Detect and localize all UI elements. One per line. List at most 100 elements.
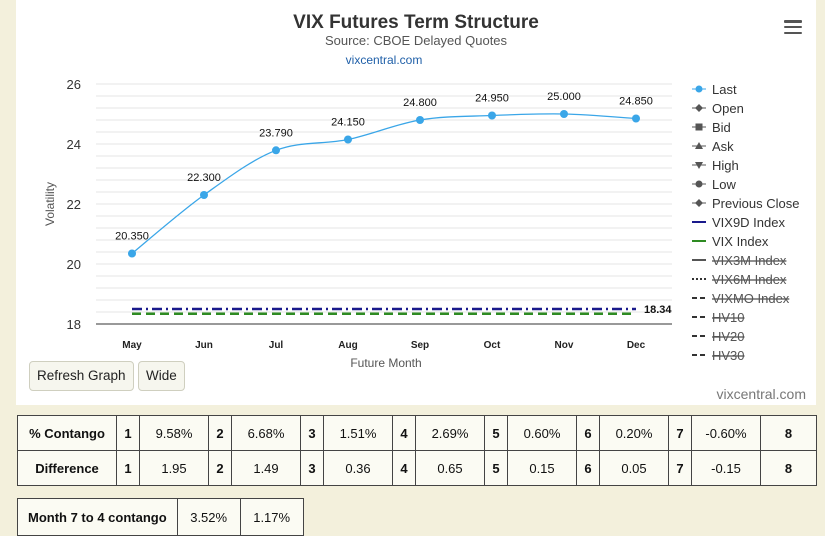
legend-item[interactable]: VIXMO Index	[712, 291, 790, 306]
month74-label: Month 7 to 4 contango	[17, 498, 178, 536]
source-link[interactable]: vixcentral.com	[346, 53, 423, 67]
table-row: Month 7 to 4 contango 3.52% 1.17%	[17, 498, 304, 536]
legend-item[interactable]: VIX9D Index	[712, 215, 785, 230]
legend-marker-icon	[695, 123, 703, 131]
legend-item[interactable]: VIX3M Index	[712, 253, 787, 268]
last-point	[416, 116, 424, 124]
row-label: Difference	[17, 450, 117, 486]
contango-value: 0.60%	[507, 415, 577, 451]
contango-value: 1.49	[231, 450, 301, 486]
chart-title: VIX Futures Term Structure	[293, 12, 539, 33]
data-label: 24.850	[619, 96, 653, 108]
x-axis-label: Future Month	[350, 356, 421, 370]
x-tick-label: Jun	[195, 340, 213, 351]
month-index: 2	[208, 450, 232, 486]
data-label: 24.150	[331, 117, 365, 129]
last-point	[632, 114, 640, 123]
month-index: 8	[760, 415, 817, 451]
month-index: 7	[668, 450, 692, 486]
month-index: 5	[484, 415, 508, 451]
row-label: % Contango	[17, 415, 117, 451]
data-label: 23.790	[259, 127, 293, 139]
contango-value: -0.60%	[691, 415, 761, 451]
month-index: 5	[484, 450, 508, 486]
contango-value: 2.69%	[415, 415, 485, 451]
contango-value: -0.15	[691, 450, 761, 486]
last-point	[272, 146, 280, 155]
data-label: 22.300	[187, 172, 221, 184]
x-tick-label: Jul	[269, 340, 284, 351]
legend-marker-icon	[695, 85, 703, 93]
refresh-graph-button[interactable]: Refresh Graph	[29, 361, 134, 391]
data-label: 24.800	[403, 97, 437, 109]
legend-item[interactable]: Low	[712, 177, 736, 192]
table-row: Difference 1 1.95 2 1.49 3 0.36 4 0.65 5 0.15 6 0.05…	[17, 450, 817, 486]
legend-item[interactable]: High	[712, 158, 739, 173]
last-point	[488, 111, 496, 120]
chart-menu-icon[interactable]	[784, 20, 802, 35]
legend-item[interactable]: Bid	[712, 120, 731, 135]
legend-marker-icon	[695, 104, 703, 112]
vix-index-value-label: 18.34	[644, 304, 672, 316]
y-tick-label: 20	[67, 257, 81, 272]
month-index: 6	[576, 450, 600, 486]
y-tick-label: 22	[67, 197, 81, 212]
legend-marker-icon	[695, 199, 703, 207]
chart-panel: VIX Futures Term Structure Source: CBOE D…	[16, 0, 816, 405]
legend-item[interactable]: Open	[712, 101, 744, 116]
legend-item[interactable]: VIX Index	[712, 234, 769, 249]
x-tick-label: May	[122, 340, 142, 351]
contango-value: 0.20%	[599, 415, 669, 451]
month-7-to-4-table: Month 7 to 4 contango 3.52% 1.17%	[17, 498, 304, 536]
month-index: 3	[300, 450, 324, 486]
contango-value: 0.15	[507, 450, 577, 486]
x-tick-label: Dec	[627, 340, 646, 351]
x-tick-label: Sep	[411, 340, 429, 351]
legend-item[interactable]: HV10	[712, 310, 745, 325]
table-row: % Contango 1 9.58% 2 6.68% 3 1.51% 4 2.69% 5 0.60%…	[17, 415, 817, 451]
y-tick-label: 18	[67, 317, 81, 332]
y-tick-label: 24	[67, 137, 81, 152]
contango-value: 0.36	[323, 450, 393, 486]
month-index: 8	[760, 450, 817, 486]
month-index: 1	[116, 415, 140, 451]
legend-marker-icon	[695, 180, 703, 188]
chart-subtitle: Source: CBOE Delayed Quotes	[325, 33, 508, 48]
x-tick-label: Aug	[338, 340, 357, 351]
x-tick-label: Nov	[555, 340, 574, 351]
contango-value: 1.51%	[323, 415, 393, 451]
contango-value: 9.58%	[139, 415, 209, 451]
wide-button[interactable]: Wide	[138, 361, 185, 391]
last-point	[128, 249, 136, 258]
month-index: 2	[208, 415, 232, 451]
legend-item[interactable]: VIX6M Index	[712, 272, 787, 287]
legend-item[interactable]: Previous Close	[712, 196, 799, 211]
month74-value-1: 3.52%	[176, 498, 241, 536]
contango-value: 1.95	[139, 450, 209, 486]
month-index: 4	[392, 415, 416, 451]
legend-item[interactable]: HV30	[712, 348, 745, 363]
chart-credit[interactable]: vixcentral.com	[716, 386, 806, 402]
contango-table: % Contango 1 9.58% 2 6.68% 3 1.51% 4 2.69% 5 0.60%…	[17, 415, 817, 486]
month-index: 4	[392, 450, 416, 486]
contango-value: 6.68%	[231, 415, 301, 451]
data-label: 24.950	[475, 93, 509, 105]
data-label: 25.000	[547, 91, 581, 103]
legend-item[interactable]: HV20	[712, 329, 745, 344]
legend-item[interactable]: Last	[712, 82, 737, 97]
data-label: 20.350	[115, 231, 149, 243]
last-point	[200, 191, 208, 199]
y-axis-label: Volatility	[43, 182, 57, 226]
legend-item[interactable]: Ask	[712, 139, 734, 154]
contango-value: 0.65	[415, 450, 485, 486]
legend-marker-icon	[695, 162, 703, 169]
last-point	[560, 110, 568, 118]
month-index: 7	[668, 415, 692, 451]
x-tick-label: Oct	[484, 340, 501, 351]
month74-value-2: 1.17%	[239, 498, 304, 536]
contango-value: 0.05	[599, 450, 669, 486]
legend-marker-icon	[695, 142, 703, 149]
month-index: 6	[576, 415, 600, 451]
last-point	[344, 135, 352, 144]
